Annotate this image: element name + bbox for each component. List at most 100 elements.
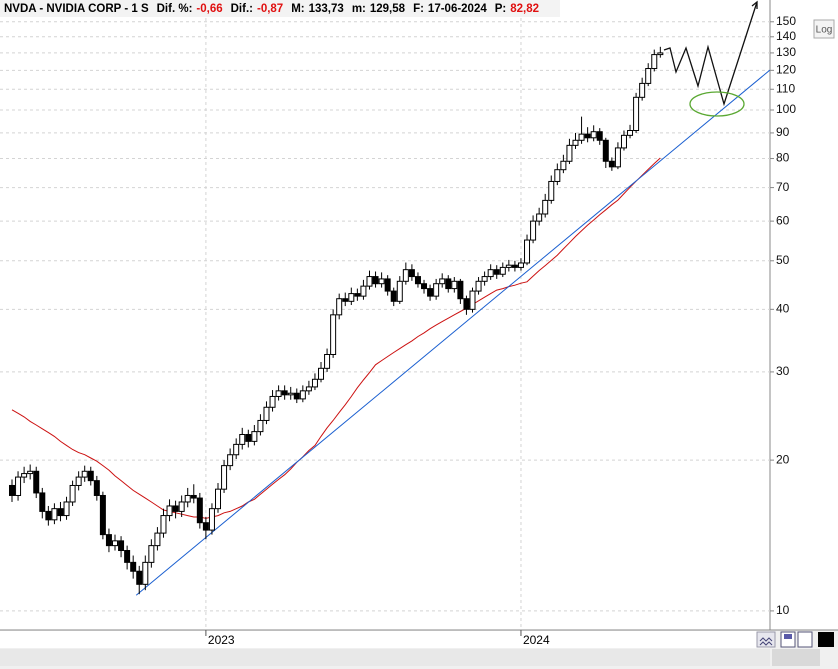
candle-body <box>414 276 421 285</box>
candle-body <box>372 276 379 285</box>
y-tick-label: 130 <box>776 45 796 59</box>
candle-body <box>542 199 549 215</box>
candle-body <box>57 508 64 517</box>
candle-body <box>651 54 658 70</box>
y-tick-label: 50 <box>776 253 790 267</box>
candle-body <box>590 131 597 139</box>
candle-body <box>251 431 258 442</box>
candle-body <box>511 264 518 268</box>
info-label: m: <box>352 3 366 15</box>
candle-body <box>639 82 646 98</box>
y-tick-label: 30 <box>776 364 790 378</box>
candle-body <box>487 269 494 278</box>
y-tick-label: 90 <box>776 125 790 139</box>
log-button-label[interactable]: Log <box>816 25 833 36</box>
candle-body <box>227 454 234 467</box>
pin-button[interactable] <box>797 631 813 648</box>
candle-body <box>475 280 482 292</box>
color-button[interactable] <box>818 632 834 647</box>
header-bar <box>0 0 560 17</box>
candle-body <box>118 540 125 552</box>
candle-body <box>324 354 331 369</box>
candle-body <box>33 470 40 494</box>
candle-body <box>281 390 288 396</box>
candle-body <box>645 68 652 84</box>
candle-body <box>166 505 173 517</box>
candle-body <box>608 160 615 168</box>
info-label: Dif. %: <box>157 3 193 15</box>
candle-body <box>202 522 209 531</box>
y-tick-label: 20 <box>776 452 790 466</box>
moving-average <box>11 157 661 519</box>
info-value: -0,66 <box>196 3 222 15</box>
candle-body <box>305 386 312 392</box>
candle-body <box>142 561 149 585</box>
candle-body <box>15 476 22 496</box>
candle-body <box>269 395 276 408</box>
candle-body <box>463 298 470 310</box>
y-tick-label: 140 <box>776 29 796 43</box>
marks <box>8 46 771 596</box>
candle-body <box>354 293 361 297</box>
candle-body <box>293 392 300 400</box>
info-label: P: <box>495 3 507 15</box>
candle-body <box>536 213 543 222</box>
candle-body <box>378 278 385 285</box>
candle-body <box>560 160 567 171</box>
candle-body <box>548 180 555 201</box>
candle-body <box>233 443 240 456</box>
candle-body <box>81 470 88 478</box>
time-axis-panel <box>0 631 770 648</box>
candle-body <box>154 532 161 547</box>
candle-body <box>124 550 131 563</box>
candle-body <box>330 314 337 356</box>
info-label: F: <box>413 3 424 15</box>
info-label: M: <box>291 3 304 15</box>
candle-body <box>93 480 100 496</box>
log-button[interactable] <box>813 19 835 39</box>
candle-body <box>530 220 537 241</box>
info-value: 129,58 <box>370 3 406 15</box>
candle-body <box>99 494 106 536</box>
candle-body <box>439 278 446 285</box>
candle-body <box>517 262 524 268</box>
candle-body <box>481 276 488 282</box>
candle-body <box>402 269 409 282</box>
candle-body <box>366 276 373 287</box>
candle-body <box>112 540 119 547</box>
candle-body <box>614 147 621 168</box>
candle-body <box>451 280 458 290</box>
candle-body <box>602 139 609 162</box>
candle-body <box>136 570 143 585</box>
trend-line <box>135 69 771 596</box>
header-info: NVDA - NVIDIA CORP - 1 S Dif. %: -0,66 Dif.… <box>4 3 539 15</box>
scrollbar[interactable] <box>0 649 770 666</box>
candle-body <box>566 144 573 162</box>
candle-body <box>172 505 179 512</box>
candle-body <box>578 133 585 141</box>
candle-body <box>596 131 603 141</box>
candle-body <box>69 484 76 503</box>
y-tick-label: 100 <box>776 102 796 116</box>
candle-body <box>178 501 185 512</box>
candle-body <box>148 545 155 563</box>
candle-body <box>75 476 82 486</box>
x-tick-label: 2023 <box>208 633 235 647</box>
candle-body <box>584 133 591 139</box>
y-tick-label: 40 <box>776 302 790 316</box>
zoom-icon <box>759 637 773 646</box>
info-value: 133,73 <box>309 3 344 15</box>
scroll-thumb[interactable] <box>772 649 820 666</box>
candle-body <box>421 283 428 290</box>
candle-body <box>505 264 512 268</box>
candle-body <box>27 470 34 475</box>
candle-body <box>336 298 343 316</box>
candle-body <box>318 367 325 380</box>
price-axis-panel <box>770 0 838 630</box>
y-tick-label: 80 <box>776 151 790 165</box>
candle-body <box>275 390 282 397</box>
y-tick-label: 110 <box>776 81 795 95</box>
candle-body <box>469 290 476 310</box>
